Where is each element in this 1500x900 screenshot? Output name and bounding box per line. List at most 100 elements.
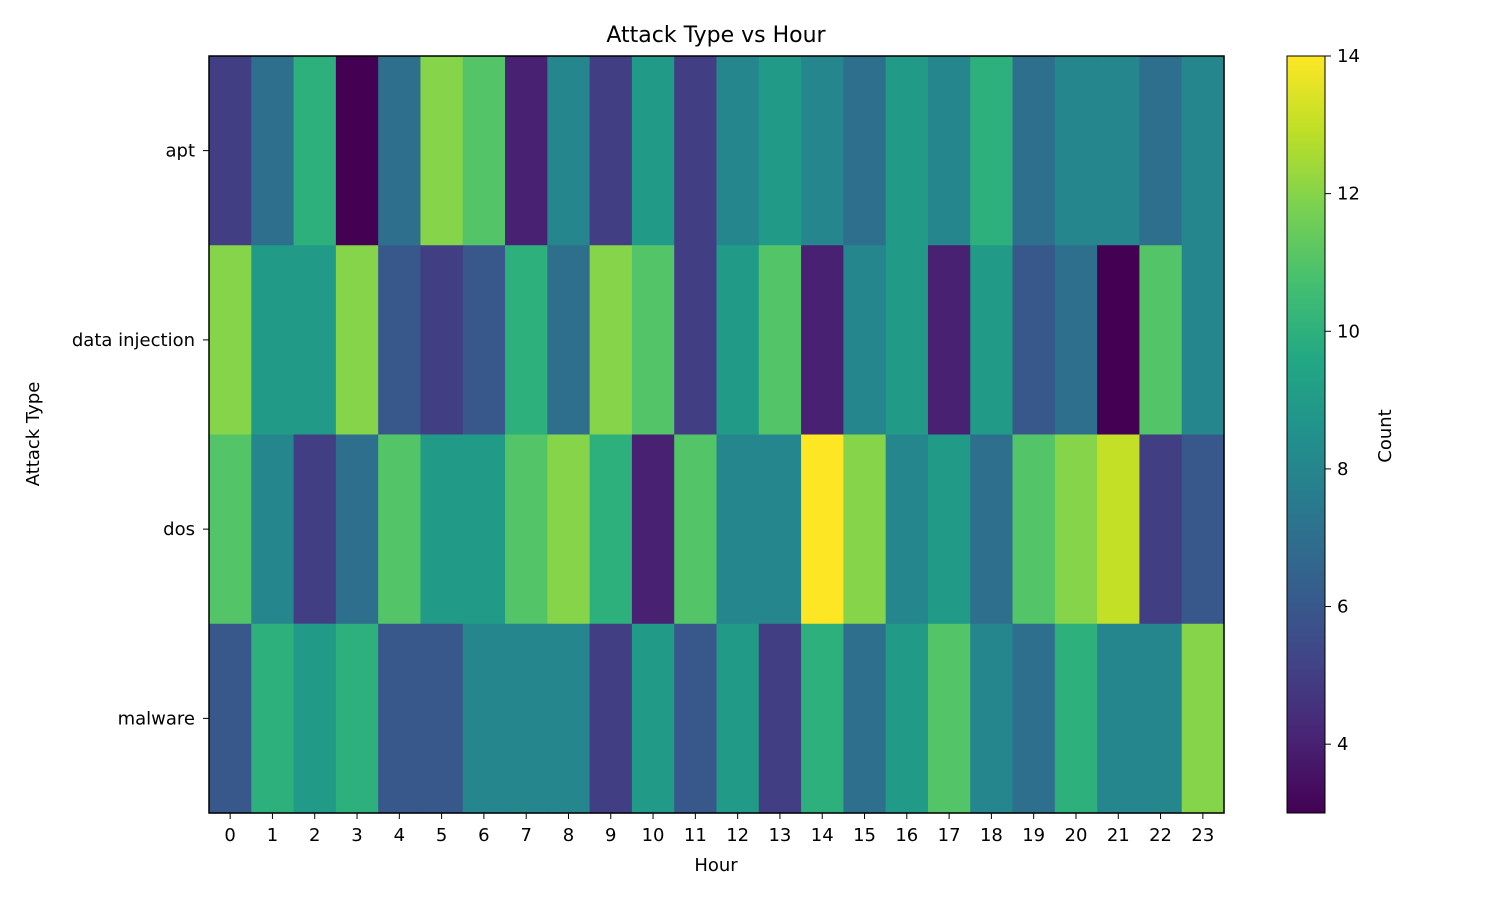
x-tick-label: 10 [642, 825, 665, 846]
x-tick-labels: 0 1 2 3 4 5 6 7 8 9 10 11 12 13 14 15 16 17 18 19 20 21 22 23 [224, 813, 1214, 846]
y-tick-label: dos [163, 519, 195, 540]
heatmap-cell [927, 623, 971, 814]
heatmap-cell [209, 623, 252, 814]
heatmap-cell [378, 434, 422, 625]
heatmap-cell [970, 56, 1014, 246]
heatmap-cell [970, 623, 1014, 814]
heatmap-cell [251, 434, 295, 625]
heatmap-cells [209, 56, 1225, 814]
colorbar-tick-label: 14 [1337, 46, 1360, 67]
heatmap-cell [1054, 56, 1098, 246]
x-tick-label: 3 [351, 825, 362, 846]
x-tick-label: 11 [684, 825, 707, 846]
plot-frame [208, 55, 1225, 814]
heatmap-cell [801, 245, 844, 436]
x-tick-label: 18 [980, 825, 1003, 846]
heatmap-cell [378, 56, 422, 246]
heatmap-cell [1139, 434, 1183, 625]
heatmap-cell [293, 245, 337, 436]
heatmap-cell [462, 56, 506, 246]
heatmap-cell [970, 245, 1014, 436]
heatmap-cell [378, 623, 422, 814]
heatmap-cell [1012, 56, 1056, 246]
x-tick-label: 14 [811, 825, 834, 846]
x-tick-label: 13 [768, 825, 791, 846]
heatmap-cell [462, 245, 506, 436]
heatmap-cell [251, 245, 295, 436]
heatmap-cell [885, 245, 929, 436]
heatmap-cell [885, 623, 929, 814]
heatmap-cell [505, 245, 548, 436]
x-tick-label: 20 [1065, 825, 1088, 846]
heatmap-cell [462, 623, 506, 814]
heatmap-cell [927, 56, 971, 246]
y-axis-label: Attack Type [23, 382, 44, 487]
heatmap-cell [209, 434, 252, 625]
x-axis-label: Hour [694, 855, 738, 876]
heatmap-cell [1181, 434, 1225, 625]
heatmap-cell [674, 623, 718, 814]
heatmap-cell [1054, 623, 1098, 814]
heatmap-cell [927, 245, 971, 436]
heatmap-cell [335, 245, 379, 436]
x-tick-label: 0 [224, 825, 235, 846]
heatmap-cell [801, 434, 844, 625]
colorbar-tick-label: 10 [1337, 321, 1360, 342]
heatmap-cell [970, 434, 1014, 625]
heatmap-cell [589, 245, 633, 436]
heatmap-cell [547, 434, 591, 625]
heatmap-cell [716, 623, 760, 814]
y-tick-label: data injection [72, 330, 195, 351]
heatmap-cell [1181, 245, 1225, 436]
heatmap-cell [1181, 56, 1225, 246]
x-tick-label: 16 [895, 825, 918, 846]
x-tick-label: 9 [605, 825, 616, 846]
heatmap-cell [378, 245, 422, 436]
heatmap-cell [674, 56, 718, 246]
heatmap-cell [631, 56, 675, 246]
colorbar-tick-label: 8 [1337, 459, 1348, 480]
heatmap-cell [505, 623, 548, 814]
x-tick-label: 4 [394, 825, 405, 846]
heatmap-cell [462, 434, 506, 625]
heatmap-cell [547, 56, 591, 246]
heatmap-cell [1097, 623, 1141, 814]
heatmap-cell [631, 434, 675, 625]
heatmap-cell [927, 434, 971, 625]
heatmap-cell [209, 245, 252, 436]
heatmap-cell [1097, 434, 1141, 625]
heatmap-cell [589, 434, 633, 625]
heatmap-cell [293, 434, 337, 625]
heatmap-cell [1012, 245, 1056, 436]
heatmap-cell [1054, 434, 1098, 625]
x-tick-label: 7 [520, 825, 531, 846]
heatmap-cell [758, 56, 802, 246]
heatmap-cell [1139, 56, 1183, 246]
y-tick-label: malware [118, 708, 195, 729]
heatmap-cell [1097, 56, 1141, 246]
heatmap-cell [1054, 245, 1098, 436]
heatmap-cell [1181, 623, 1225, 814]
heatmap-cell [505, 434, 548, 625]
x-tick-label: 21 [1107, 825, 1130, 846]
heatmap-cell [631, 245, 675, 436]
heatmap-cell [801, 56, 844, 246]
heatmap-cell [589, 623, 633, 814]
heatmap-cell [758, 434, 802, 625]
x-tick-label: 12 [726, 825, 749, 846]
x-tick-label: 2 [309, 825, 320, 846]
heatmap-cell [716, 56, 760, 246]
heatmap-cell [420, 434, 464, 625]
colorbar-tick-label: 4 [1337, 734, 1348, 755]
x-tick-label: 19 [1022, 825, 1045, 846]
x-tick-label: 5 [436, 825, 447, 846]
heatmap-cell [674, 434, 718, 625]
colorbar-tick-label: 12 [1337, 184, 1360, 205]
heatmap-cell [843, 245, 887, 436]
chart-title: Attack Type vs Hour [606, 23, 826, 48]
heatmap-cell [547, 245, 591, 436]
heatmap-cell [885, 56, 929, 246]
x-tick-label: 22 [1149, 825, 1172, 846]
colorbar [1286, 55, 1326, 814]
